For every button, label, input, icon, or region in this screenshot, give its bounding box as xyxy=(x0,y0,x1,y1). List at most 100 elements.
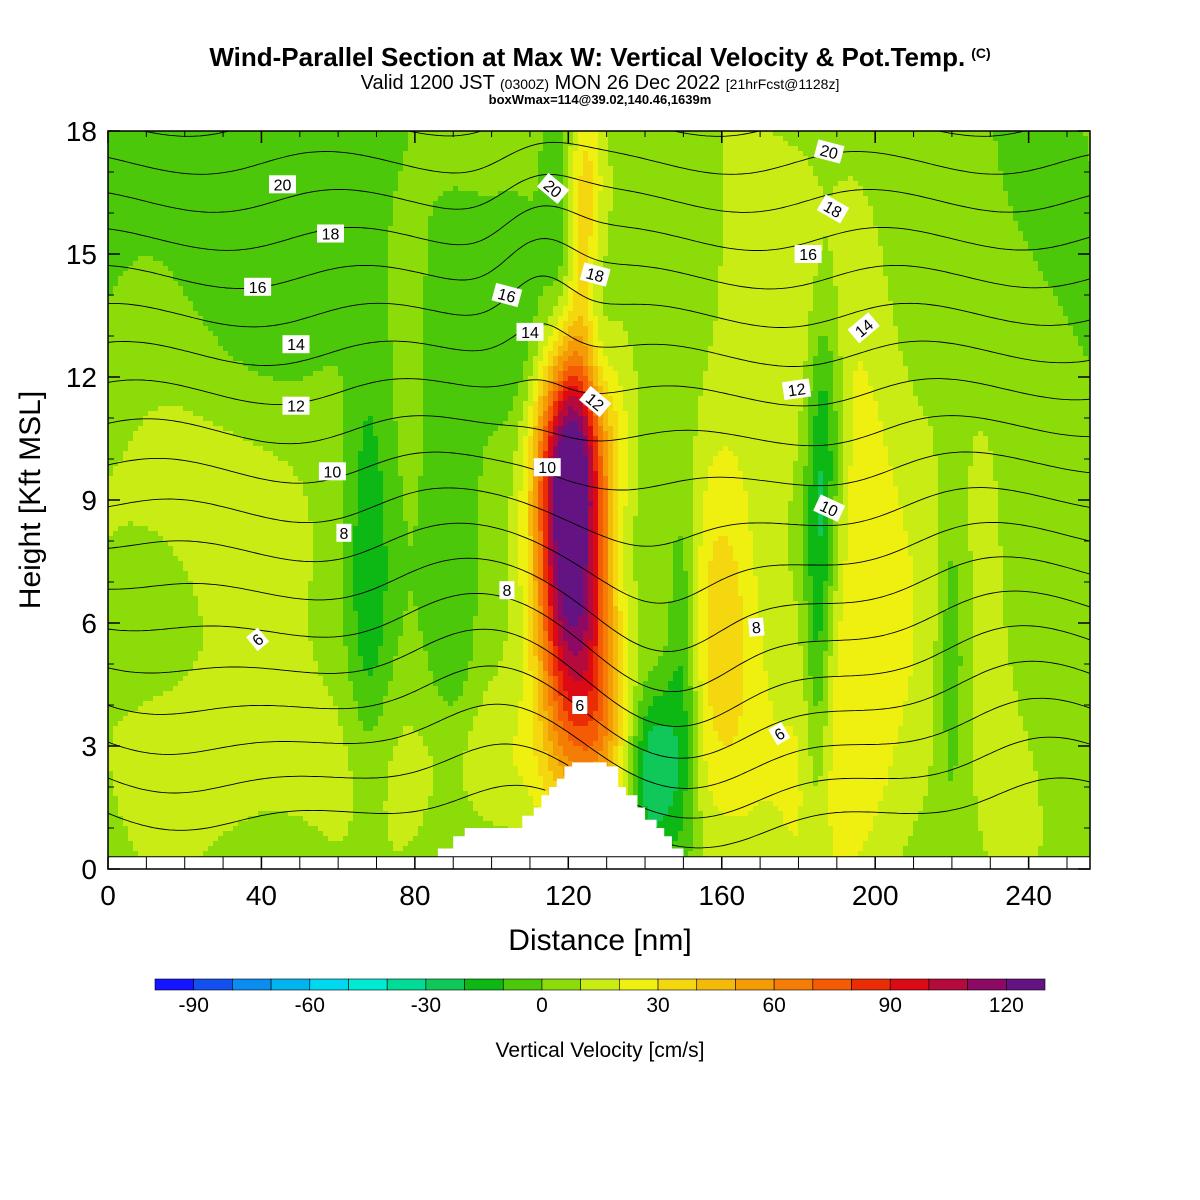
velocity-cell xyxy=(163,146,169,152)
velocity-cell xyxy=(238,191,244,197)
velocity-cell xyxy=(473,156,479,162)
velocity-cell xyxy=(888,131,894,137)
velocity-cell xyxy=(1028,191,1034,197)
velocity-cell xyxy=(733,186,739,192)
velocity-cell xyxy=(723,156,729,162)
velocity-cell xyxy=(168,221,174,227)
velocity-cell xyxy=(443,216,449,222)
velocity-cell xyxy=(618,146,624,152)
velocity-cell xyxy=(1058,226,1064,232)
velocity-cell xyxy=(318,196,324,202)
velocity-cell xyxy=(388,241,394,247)
velocity-cell xyxy=(608,171,614,177)
velocity-cell xyxy=(1038,161,1044,167)
velocity-cell xyxy=(743,156,749,162)
velocity-cell xyxy=(133,156,139,162)
velocity-cell xyxy=(698,231,704,237)
velocity-cell xyxy=(978,176,984,182)
velocity-cell xyxy=(503,161,509,167)
velocity-cell xyxy=(178,161,184,167)
velocity-cell xyxy=(148,216,154,222)
velocity-cell xyxy=(383,211,389,217)
velocity-cell xyxy=(633,236,639,242)
velocity-cell xyxy=(468,176,474,182)
velocity-cell xyxy=(583,191,589,197)
velocity-cell xyxy=(478,156,484,162)
velocity-cell xyxy=(198,176,204,182)
velocity-cell xyxy=(688,251,694,257)
velocity-cell xyxy=(613,226,619,232)
velocity-cell xyxy=(798,206,804,212)
velocity-cell xyxy=(433,151,439,157)
velocity-cell xyxy=(1068,131,1074,137)
velocity-cell xyxy=(948,246,954,252)
velocity-cell xyxy=(128,191,134,197)
velocity-cell xyxy=(648,151,654,157)
velocity-cell xyxy=(208,161,214,167)
velocity-cell xyxy=(893,231,899,237)
velocity-cell xyxy=(453,241,459,247)
velocity-cell xyxy=(508,161,514,167)
velocity-cell xyxy=(653,136,659,142)
velocity-cell xyxy=(748,161,754,167)
velocity-cell xyxy=(703,251,709,257)
velocity-cell xyxy=(833,176,839,182)
velocity-cell xyxy=(968,191,974,197)
velocity-cell xyxy=(163,226,169,232)
velocity-cell xyxy=(478,251,484,257)
velocity-cell xyxy=(518,231,524,237)
velocity-cell xyxy=(178,221,184,227)
velocity-cell xyxy=(123,216,129,222)
velocity-cell xyxy=(878,186,884,192)
velocity-cell xyxy=(983,191,989,197)
velocity-cell xyxy=(803,141,809,147)
velocity-cell xyxy=(898,206,904,212)
velocity-cell xyxy=(623,166,629,172)
velocity-cell xyxy=(178,216,184,222)
velocity-cell xyxy=(783,186,789,192)
velocity-cell xyxy=(718,221,724,227)
velocity-cell xyxy=(738,241,744,247)
velocity-cell xyxy=(668,171,674,177)
velocity-cell xyxy=(1013,186,1019,192)
velocity-cell xyxy=(288,161,294,167)
velocity-cell xyxy=(123,246,129,252)
velocity-cell xyxy=(578,171,584,177)
velocity-cell xyxy=(293,141,299,147)
velocity-cell xyxy=(688,196,694,202)
velocity-cell xyxy=(618,131,624,137)
velocity-cell xyxy=(378,166,384,172)
velocity-cell xyxy=(1018,151,1024,157)
velocity-cell xyxy=(288,226,294,232)
velocity-cell xyxy=(623,146,629,152)
velocity-cell xyxy=(1003,191,1009,197)
velocity-cell xyxy=(1048,146,1054,152)
velocity-cell xyxy=(373,131,379,137)
velocity-cell xyxy=(123,201,129,207)
velocity-cell xyxy=(728,206,734,212)
velocity-cell xyxy=(1013,246,1019,252)
velocity-cell xyxy=(573,226,579,232)
velocity-cell xyxy=(253,216,259,222)
velocity-cell xyxy=(383,186,389,192)
velocity-cell xyxy=(308,146,314,152)
velocity-cell xyxy=(218,251,224,257)
velocity-cell xyxy=(468,191,474,197)
velocity-cell xyxy=(1073,246,1079,252)
velocity-cell xyxy=(268,131,274,137)
velocity-cell xyxy=(398,216,404,222)
velocity-cell xyxy=(418,211,424,217)
velocity-cell xyxy=(833,181,839,187)
velocity-cell xyxy=(1038,226,1044,232)
velocity-cell xyxy=(1078,241,1084,247)
velocity-cell xyxy=(263,151,269,157)
velocity-cell xyxy=(838,236,844,242)
velocity-cell xyxy=(368,201,374,207)
velocity-cell xyxy=(828,226,834,232)
velocity-cell xyxy=(913,201,919,207)
velocity-cell xyxy=(358,156,364,162)
velocity-cell xyxy=(203,231,209,237)
velocity-cell xyxy=(263,206,269,212)
velocity-cell xyxy=(478,216,484,222)
velocity-cell xyxy=(148,251,154,257)
